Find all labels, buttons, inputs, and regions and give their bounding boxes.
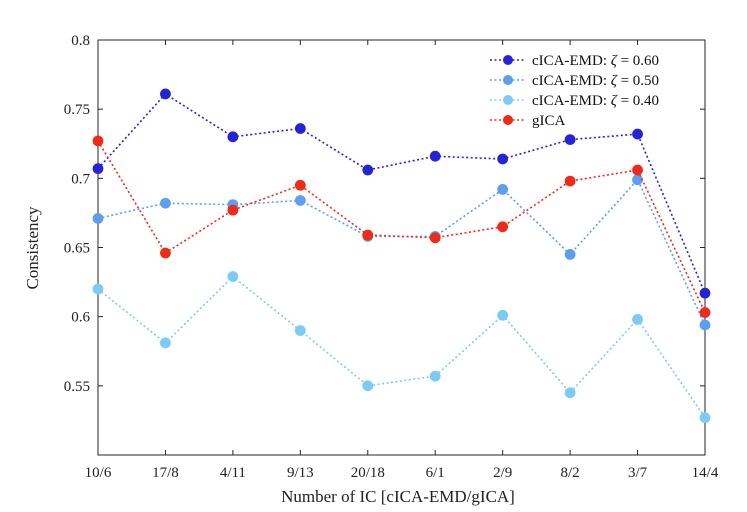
data-point bbox=[294, 325, 306, 336]
legend-marker bbox=[503, 115, 513, 125]
data-point bbox=[362, 164, 374, 176]
x-tick-label: 6/1 bbox=[426, 465, 445, 481]
data-point bbox=[699, 319, 711, 331]
data-point bbox=[564, 175, 576, 187]
series-line bbox=[97, 140, 706, 313]
data-point bbox=[227, 131, 239, 143]
legend-prefix: gICA bbox=[532, 113, 566, 129]
x-tick-label: 17/8 bbox=[152, 465, 179, 481]
y-tick-label: 0.55 bbox=[64, 379, 90, 395]
data-point bbox=[92, 135, 104, 147]
data-point bbox=[699, 287, 711, 299]
legend-symbol: ζ bbox=[611, 53, 618, 69]
data-point bbox=[564, 134, 576, 146]
data-point bbox=[497, 309, 509, 321]
data-point bbox=[497, 153, 509, 165]
x-tick-label: 2/9 bbox=[493, 465, 512, 481]
data-point bbox=[294, 123, 306, 134]
data-point bbox=[362, 229, 374, 241]
data-point bbox=[632, 128, 643, 140]
legend-item: cICA-EMD: ζ = 0.40 bbox=[490, 93, 659, 109]
series-1 bbox=[92, 174, 711, 331]
series-0 bbox=[92, 88, 711, 299]
x-tick-label: 20/18 bbox=[351, 465, 385, 481]
x-axis-label: Number of IC [cICA-EMD/gICA] bbox=[281, 487, 515, 506]
data-point bbox=[92, 283, 104, 295]
data-point bbox=[429, 150, 441, 162]
data-point bbox=[632, 174, 643, 186]
axes: 10/6 17/8 4/11 9/13 20/18 6/1 2/9 8/2 3/7 14/4 0.5… bbox=[64, 33, 719, 481]
data-point bbox=[362, 380, 374, 392]
y-tick-label: 0.75 bbox=[64, 102, 90, 118]
data-point bbox=[227, 271, 239, 282]
legend-marker bbox=[503, 75, 513, 85]
data-point bbox=[160, 337, 171, 349]
x-tick-label: 10/6 bbox=[85, 465, 112, 481]
x-tick-label: 14/4 bbox=[692, 465, 719, 481]
legend-marker bbox=[503, 55, 513, 65]
legend-symbol: ζ bbox=[611, 73, 618, 89]
x-tick-label: 3/7 bbox=[628, 465, 648, 481]
legend-item: cICA-EMD: ζ = 0.60 bbox=[490, 53, 659, 69]
data-point bbox=[632, 314, 643, 325]
data-point bbox=[160, 88, 171, 100]
y-tick-label: 0.8 bbox=[71, 33, 90, 49]
legend-marker bbox=[503, 95, 513, 105]
legend-prefix: cICA-EMD: bbox=[532, 93, 611, 109]
series-line bbox=[97, 178, 706, 326]
series-2 bbox=[92, 271, 711, 424]
legend-label: cICA-EMD: ζ = 0.40 bbox=[532, 93, 659, 109]
x-tick-label: 8/2 bbox=[561, 465, 580, 481]
legend-symbol: ζ bbox=[611, 93, 618, 109]
legend-suffix: = 0.40 bbox=[617, 93, 659, 109]
y-tick-label: 0.65 bbox=[64, 241, 90, 257]
data-point bbox=[632, 164, 643, 176]
series-3 bbox=[92, 135, 711, 318]
legend-suffix: = 0.50 bbox=[617, 73, 659, 89]
data-point bbox=[294, 195, 306, 206]
legend-label: cICA-EMD: ζ = 0.50 bbox=[532, 73, 659, 89]
data-point bbox=[699, 412, 711, 424]
data-point bbox=[92, 213, 104, 224]
data-point bbox=[497, 221, 509, 233]
legend-prefix: cICA-EMD: bbox=[532, 73, 611, 89]
legend-item: cICA-EMD: ζ = 0.50 bbox=[490, 73, 659, 89]
legend-prefix: cICA-EMD: bbox=[532, 53, 611, 69]
y-tick-label: 0.6 bbox=[71, 310, 90, 326]
data-point bbox=[92, 163, 104, 175]
legend-label: cICA-EMD: ζ = 0.60 bbox=[532, 53, 659, 69]
data-point bbox=[160, 197, 171, 209]
y-tick-label: 0.7 bbox=[71, 171, 90, 187]
legend-label: gICA bbox=[532, 113, 566, 129]
series-line bbox=[97, 92, 706, 294]
x-tick-label: 4/11 bbox=[220, 465, 246, 481]
y-axis-label: Consistency bbox=[23, 206, 42, 290]
data-point bbox=[227, 204, 239, 216]
data-point bbox=[564, 249, 576, 260]
data-point bbox=[429, 232, 441, 244]
data-point bbox=[429, 370, 441, 382]
legend-suffix: = 0.60 bbox=[617, 53, 659, 69]
data-point bbox=[294, 179, 306, 191]
series-line bbox=[97, 275, 706, 419]
x-tick-label: 9/13 bbox=[287, 465, 314, 481]
data-point bbox=[699, 307, 711, 318]
legend-item: gICA bbox=[490, 113, 566, 129]
data-point bbox=[564, 387, 576, 399]
data-point bbox=[160, 247, 171, 259]
data-point bbox=[497, 183, 509, 195]
series-layer bbox=[92, 88, 711, 424]
